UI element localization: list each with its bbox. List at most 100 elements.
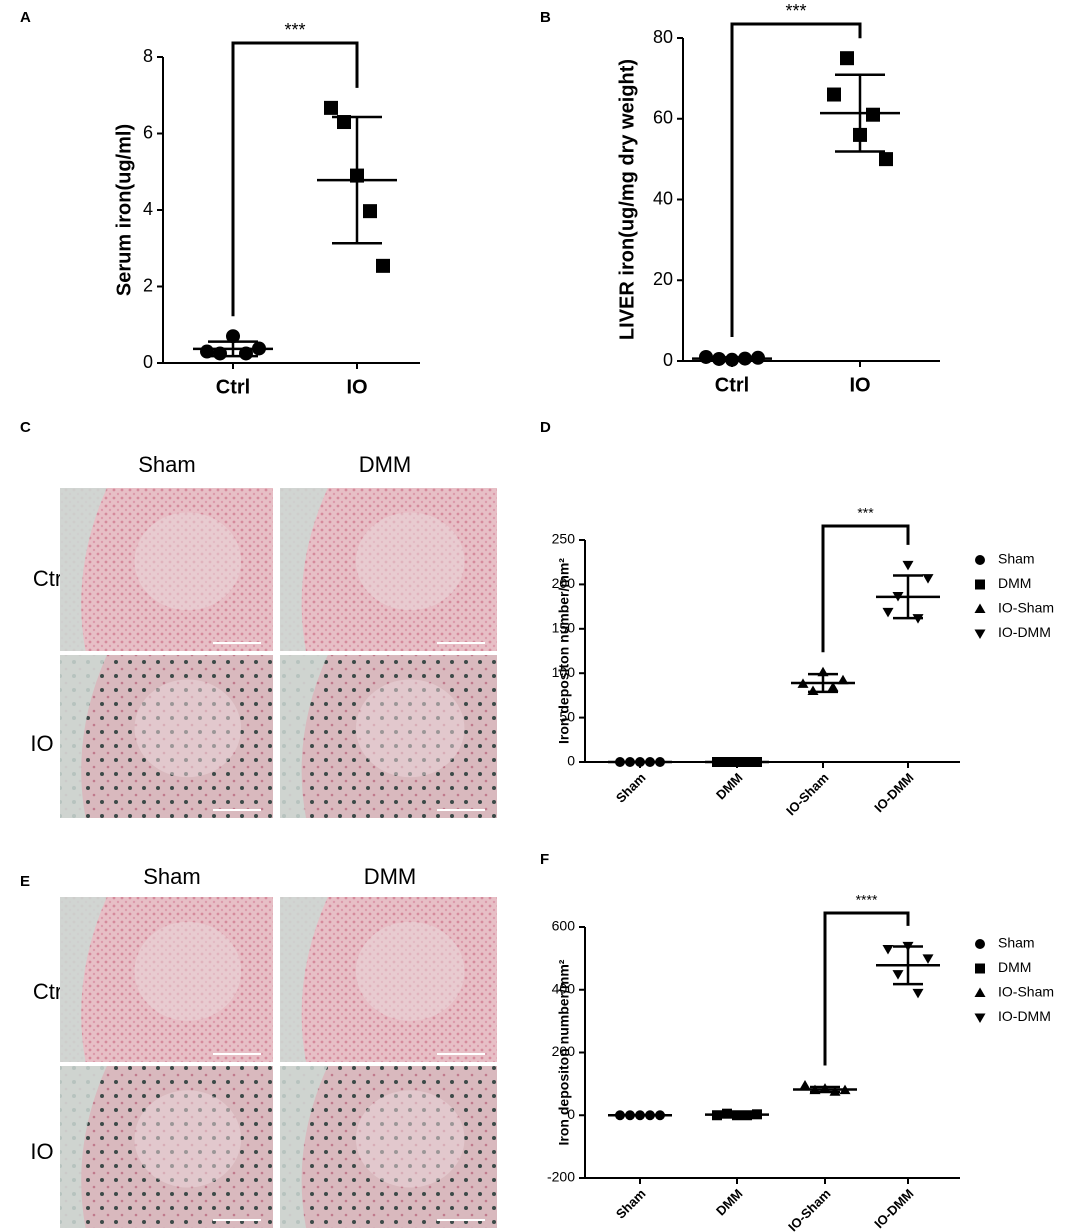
data-point	[912, 988, 924, 999]
data-point	[827, 87, 841, 102]
column-label: DMM	[364, 864, 417, 889]
data-point	[324, 100, 338, 115]
significance-bracket	[823, 911, 910, 1066]
row-label: IO	[30, 731, 53, 756]
legend-label: IO-DMM	[998, 624, 1051, 640]
y-tick-label: 100	[552, 664, 576, 680]
cartilage	[60, 897, 107, 1062]
legend-label: DMM	[998, 575, 1031, 591]
legend-marker	[975, 939, 985, 949]
y-tick-label: 400	[552, 980, 576, 996]
y-tick-label: 40	[653, 188, 673, 208]
significance-label: ***	[785, 1, 806, 21]
legend-marker	[974, 987, 986, 997]
legend-label: IO-DMM	[998, 1008, 1051, 1024]
legend-label: Sham	[998, 935, 1035, 951]
y-tick-label: 200	[552, 575, 576, 591]
error-bar	[208, 340, 258, 358]
y-axis-label: Iron depositon number/mm²	[556, 959, 572, 1145]
data-point	[879, 152, 893, 167]
legend-marker	[974, 1013, 986, 1023]
data-point	[337, 115, 351, 130]
error-bar	[893, 945, 923, 986]
error-bar	[808, 672, 838, 694]
y-tick-label: 50	[559, 708, 575, 724]
significance-label: ****	[856, 892, 878, 908]
x-tick-label: IO	[346, 376, 367, 398]
row-label: IO	[30, 1139, 53, 1164]
y-tick-label: 250	[552, 531, 576, 547]
y-tick-label: 150	[552, 620, 576, 636]
y-tick-label: 200	[552, 1043, 576, 1059]
data-point	[226, 329, 240, 344]
panel-letter: F	[540, 851, 549, 868]
data-point	[902, 560, 914, 571]
panel-letter: D	[540, 419, 551, 436]
legend-marker	[975, 579, 985, 590]
significance-label: ***	[284, 20, 305, 40]
legend-label: IO-Sham	[998, 984, 1054, 1000]
x-tick-label: IO-Sham	[785, 1186, 833, 1232]
data-point	[866, 107, 880, 122]
x-tick-label: DMM	[713, 1186, 746, 1219]
y-tick-label: 0	[663, 350, 673, 370]
data-point	[840, 51, 854, 66]
legend-marker	[975, 963, 985, 974]
significance-bracket	[821, 524, 910, 653]
tissue-region	[355, 921, 465, 1021]
data-point	[363, 204, 377, 219]
cartilage	[60, 488, 107, 651]
error-bar	[722, 1112, 752, 1117]
cartilage	[280, 1066, 328, 1228]
cartilage	[60, 1066, 107, 1228]
data-point	[892, 970, 904, 980]
data-point	[882, 607, 894, 618]
data-point	[922, 574, 934, 584]
column-label: DMM	[359, 452, 412, 477]
column-label: Sham	[143, 864, 200, 889]
x-tick-label: Sham	[613, 770, 649, 806]
y-axis-label: Iron depositon number/mm²	[556, 558, 572, 744]
y-tick-label: 20	[653, 269, 673, 289]
y-tick-label: 60	[653, 108, 673, 128]
tissue-region	[134, 512, 242, 611]
y-axis-label: Serum iron(ug/ml)	[113, 124, 135, 296]
panel-letter: E	[20, 873, 30, 890]
legend-label: DMM	[998, 959, 1031, 975]
error-bar	[893, 574, 923, 620]
legend-marker	[974, 603, 986, 613]
cartilage	[280, 655, 328, 818]
data-point	[807, 685, 819, 695]
legend-label: IO-Sham	[998, 600, 1054, 616]
y-tick-label: 2	[143, 275, 153, 295]
data-point	[922, 954, 934, 964]
legend-label: Sham	[998, 551, 1035, 567]
legend-marker	[975, 555, 985, 565]
y-tick-label: 600	[552, 918, 576, 934]
cartilage	[280, 897, 328, 1062]
panel-letter: B	[540, 9, 551, 26]
x-tick-label: IO-Sham	[783, 770, 831, 818]
panel-letter: A	[20, 9, 31, 26]
error-bar	[332, 115, 382, 245]
data-point	[827, 681, 839, 692]
error-bar	[810, 1085, 840, 1094]
tissue-region	[355, 512, 465, 611]
y-axis-label: LIVER iron(ug/mg dry weight)	[616, 59, 638, 340]
data-point	[376, 258, 390, 273]
significance-bracket	[231, 41, 359, 317]
x-tick-label: Sham	[613, 1186, 649, 1222]
x-tick-label: IO-DMM	[871, 770, 916, 815]
y-tick-label: 6	[143, 122, 153, 142]
y-tick-label: 0	[143, 352, 153, 372]
y-tick-label: 4	[143, 199, 153, 219]
panel-letter: C	[20, 419, 31, 436]
tissue-region	[355, 679, 465, 778]
error-bar	[707, 356, 757, 362]
y-tick-label: 0	[567, 753, 575, 769]
legend-marker	[974, 629, 986, 639]
cartilage	[60, 655, 107, 818]
significance-bracket	[730, 22, 862, 337]
data-point	[882, 944, 894, 955]
